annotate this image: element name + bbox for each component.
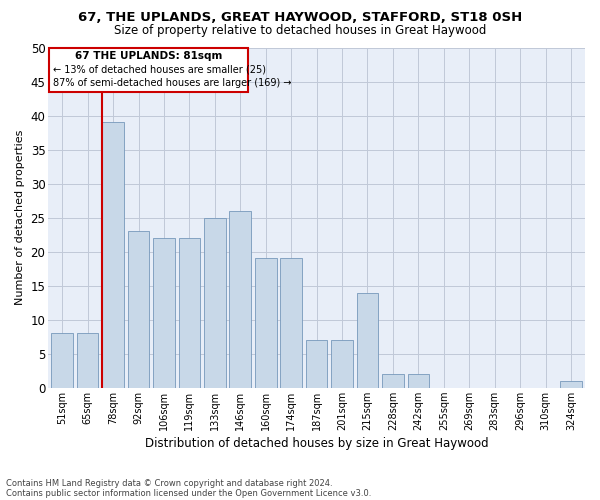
Bar bbox=[153, 238, 175, 388]
Bar bbox=[102, 122, 124, 388]
Bar bbox=[52, 334, 73, 388]
Bar bbox=[356, 292, 378, 388]
Bar bbox=[255, 258, 277, 388]
Text: ← 13% of detached houses are smaller (25): ← 13% of detached houses are smaller (25… bbox=[53, 64, 266, 74]
Text: Contains HM Land Registry data © Crown copyright and database right 2024.: Contains HM Land Registry data © Crown c… bbox=[6, 478, 332, 488]
Text: Size of property relative to detached houses in Great Haywood: Size of property relative to detached ho… bbox=[114, 24, 486, 37]
Bar bbox=[128, 231, 149, 388]
Bar bbox=[407, 374, 429, 388]
Text: Contains public sector information licensed under the Open Government Licence v3: Contains public sector information licen… bbox=[6, 488, 371, 498]
Y-axis label: Number of detached properties: Number of detached properties bbox=[15, 130, 25, 306]
FancyBboxPatch shape bbox=[49, 48, 248, 92]
Bar bbox=[280, 258, 302, 388]
Bar bbox=[204, 218, 226, 388]
Bar bbox=[331, 340, 353, 388]
Bar bbox=[306, 340, 328, 388]
Bar bbox=[229, 211, 251, 388]
Bar bbox=[77, 334, 98, 388]
Text: 87% of semi-detached houses are larger (169) →: 87% of semi-detached houses are larger (… bbox=[53, 78, 292, 88]
Text: 67, THE UPLANDS, GREAT HAYWOOD, STAFFORD, ST18 0SH: 67, THE UPLANDS, GREAT HAYWOOD, STAFFORD… bbox=[78, 11, 522, 24]
X-axis label: Distribution of detached houses by size in Great Haywood: Distribution of detached houses by size … bbox=[145, 437, 488, 450]
Bar bbox=[560, 381, 582, 388]
Text: 67 THE UPLANDS: 81sqm: 67 THE UPLANDS: 81sqm bbox=[75, 51, 223, 61]
Bar bbox=[179, 238, 200, 388]
Bar bbox=[382, 374, 404, 388]
